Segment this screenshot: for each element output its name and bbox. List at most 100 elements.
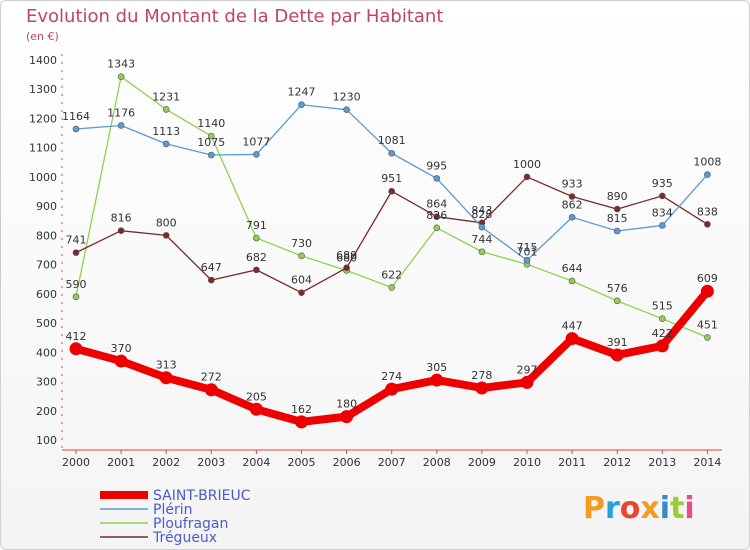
data-label: 838 (697, 205, 718, 218)
data-point (613, 205, 621, 213)
x-tick-label: 2005 (288, 456, 316, 469)
y-tick-label: 1100 (29, 142, 57, 155)
x-tick-label: 2014 (693, 456, 721, 469)
data-point (249, 402, 263, 416)
x-tick-label: 2001 (107, 456, 135, 469)
data-label: 1000 (513, 158, 541, 171)
data-label: 1247 (288, 86, 316, 99)
x-tick-label: 2000 (62, 456, 90, 469)
data-label: 800 (156, 216, 177, 229)
data-point (610, 348, 624, 362)
data-label: 890 (607, 190, 628, 203)
data-label: 951 (381, 172, 402, 185)
data-labels: 590 1343 1231 1140 791 730 680 622 826 744 701 644 5… (62, 58, 721, 416)
data-label: 1077 (242, 135, 270, 148)
data-label: 689 (336, 249, 357, 262)
x-tick-label: 2004 (242, 456, 270, 469)
data-point (704, 171, 711, 178)
data-label: 272 (201, 371, 222, 384)
data-point (523, 173, 531, 181)
data-point (298, 252, 305, 260)
x-tick-label: 2006 (333, 456, 361, 469)
data-point (204, 383, 218, 397)
data-point (343, 264, 350, 272)
data-point (478, 223, 486, 231)
x-tick-label: 2008 (423, 456, 451, 469)
legend-label: Ploufragan (153, 516, 228, 532)
data-point (72, 249, 80, 256)
data-label: 816 (111, 212, 132, 225)
data-point (208, 132, 215, 140)
data-point (433, 175, 441, 182)
x-tick-label: 2010 (513, 456, 541, 469)
x-tick-label: 2007 (378, 456, 406, 469)
data-label: 609 (697, 272, 718, 285)
data-label: 834 (652, 206, 673, 219)
data-point (208, 151, 215, 159)
data-label: 701 (517, 245, 538, 258)
data-point (72, 293, 80, 301)
series-line-2 (75, 76, 709, 339)
data-label: 995 (426, 159, 447, 172)
y-tick-label: 500 (36, 317, 57, 330)
data-point (114, 354, 128, 368)
y-tick-label: 300 (36, 376, 57, 389)
y-tick-label: 800 (36, 229, 57, 242)
y-tick-label: 100 (36, 434, 57, 447)
data-label: 680 (336, 251, 357, 264)
data-point (253, 266, 260, 274)
data-label: 1176 (107, 106, 135, 119)
data-label: 741 (66, 234, 87, 247)
data-label: 422 (652, 327, 673, 340)
data-label: 682 (246, 251, 267, 264)
data-point (568, 193, 576, 200)
x-tick-label: 2009 (468, 456, 496, 469)
data-point (704, 334, 711, 341)
data-point (613, 227, 621, 235)
data-point (162, 140, 170, 148)
data-label: 205 (246, 390, 267, 403)
data-point (523, 256, 531, 264)
y-tick-label: 1400 (29, 54, 57, 67)
data-label: 715 (517, 241, 538, 254)
data-point (565, 332, 579, 346)
data-label: 515 (652, 300, 673, 313)
data-label: 451 (697, 318, 718, 331)
data-label: 1231 (152, 90, 180, 103)
y-tick-label: 400 (36, 346, 57, 359)
data-label: 744 (471, 233, 492, 246)
series-layer (69, 73, 714, 429)
data-label: 370 (111, 342, 132, 355)
data-point (658, 315, 666, 322)
data-point (433, 213, 441, 220)
y-tick-label: 1000 (29, 171, 57, 184)
data-label: 933 (562, 178, 583, 191)
data-point (704, 220, 711, 228)
data-point (117, 122, 125, 129)
x-tick-label: 2013 (648, 456, 676, 469)
data-label: 604 (291, 274, 312, 287)
data-label: 622 (381, 268, 402, 281)
x-tick-label: 2011 (558, 456, 586, 469)
chart-title: Evolution du Montant de la Dette par Hab… (26, 6, 443, 27)
legend-label: Plérin (153, 502, 192, 518)
data-label: 297 (517, 363, 538, 376)
data-point (295, 415, 308, 429)
data-point (613, 297, 621, 305)
data-label: 862 (562, 198, 583, 211)
data-point (388, 187, 396, 195)
data-point (658, 192, 666, 200)
data-point (117, 227, 125, 235)
data-label: 1081 (378, 134, 406, 147)
proxiti-logo: Proxiti (583, 491, 695, 526)
data-label: 576 (607, 282, 628, 295)
data-label: 412 (66, 330, 87, 343)
data-label: 647 (201, 261, 222, 274)
data-point (298, 289, 305, 296)
data-label: 1008 (693, 156, 721, 169)
data-point (72, 125, 80, 133)
data-label: 305 (426, 361, 447, 374)
data-label: 815 (607, 212, 628, 225)
